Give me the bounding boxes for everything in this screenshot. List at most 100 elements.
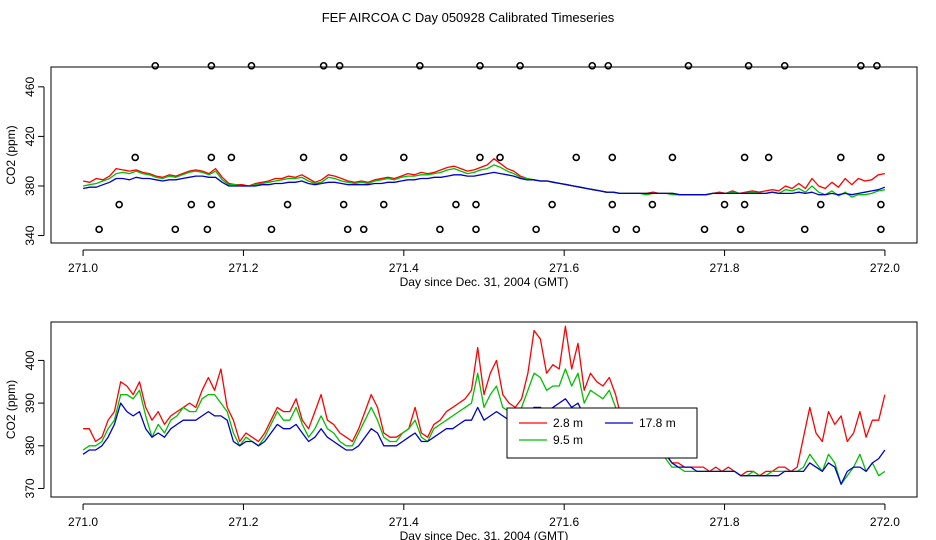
legend: 2.8 m 9.5 m 17.8 m bbox=[506, 407, 698, 459]
flag-point bbox=[187, 200, 196, 209]
flag-point bbox=[472, 200, 480, 209]
flag-point bbox=[151, 61, 160, 70]
series-line-17-8-m bbox=[82, 171, 886, 196]
flag-point bbox=[684, 61, 693, 70]
series-line-2-8-m bbox=[82, 158, 886, 196]
flag-point bbox=[115, 200, 123, 209]
flag-point bbox=[131, 153, 139, 162]
flag-point bbox=[207, 61, 216, 70]
flag-point bbox=[740, 153, 749, 162]
page-title: FEF AIRCOA C Day 050928 Calibrated Times… bbox=[321, 10, 615, 25]
flag-point bbox=[416, 61, 424, 70]
flag-point bbox=[472, 225, 480, 234]
flag-point bbox=[588, 61, 597, 70]
flag-point bbox=[436, 225, 444, 234]
legend-label: 17.8 m bbox=[639, 416, 676, 430]
flag-point bbox=[171, 225, 180, 234]
plot-area bbox=[82, 325, 886, 485]
x-tick-label: 271.8 bbox=[710, 261, 740, 275]
x-tick-label: 271.0 bbox=[68, 515, 98, 529]
flag-point bbox=[359, 225, 368, 234]
x-tick-label: 271.2 bbox=[228, 515, 258, 529]
x-tick-label: 271.0 bbox=[68, 261, 98, 275]
x-tick-label: 271.6 bbox=[549, 515, 579, 529]
flag-point bbox=[816, 200, 825, 209]
y-tick-label: 380 bbox=[23, 435, 37, 455]
flag-point bbox=[877, 225, 885, 234]
flag-point bbox=[608, 153, 617, 162]
flag-point bbox=[800, 225, 809, 234]
x-axis-label: Day since Dec. 31, 2004 (GMT) bbox=[400, 529, 569, 540]
flag-point bbox=[339, 153, 348, 162]
flag-point bbox=[604, 61, 613, 70]
flag-point bbox=[612, 225, 621, 234]
flag-point bbox=[319, 61, 328, 70]
legend-box bbox=[506, 407, 698, 459]
flag-point bbox=[764, 153, 773, 162]
legend-label: 9.5 m bbox=[553, 433, 583, 447]
flag-point bbox=[476, 61, 484, 70]
flag-point bbox=[207, 153, 216, 162]
flag-point bbox=[572, 153, 581, 162]
series-line-17-8-m bbox=[82, 398, 886, 485]
flag-point bbox=[700, 225, 709, 234]
flag-point bbox=[283, 200, 292, 209]
flag-point bbox=[744, 61, 753, 70]
series-line-2-8-m bbox=[83, 325, 886, 477]
legend-label: 2.8 m bbox=[553, 416, 583, 430]
series-line-9-5-m bbox=[82, 164, 886, 198]
flag-point bbox=[873, 61, 881, 70]
x-axis-label: Day since Dec. 31, 2004 (GMT) bbox=[400, 275, 569, 289]
y-axis-label: CO2 (ppm) bbox=[4, 125, 18, 184]
flag-point bbox=[608, 200, 617, 209]
flag-point bbox=[548, 200, 556, 209]
plot-frame bbox=[50, 66, 918, 244]
flag-point bbox=[95, 225, 103, 234]
flag-point bbox=[452, 200, 460, 209]
flag-point bbox=[877, 200, 885, 209]
flag-point bbox=[476, 153, 484, 162]
y-axis-label: CO2 (ppm) bbox=[4, 380, 18, 439]
flag-point bbox=[335, 61, 344, 70]
flag-point bbox=[203, 225, 212, 234]
y-tick-label: 370 bbox=[23, 478, 37, 498]
flag-point bbox=[857, 61, 865, 70]
y-tick-label: 460 bbox=[23, 76, 37, 96]
y-tick-label: 390 bbox=[23, 393, 37, 413]
y-tick-label: 400 bbox=[23, 350, 37, 370]
flag-point bbox=[339, 200, 348, 209]
flag-point bbox=[207, 200, 216, 209]
x-tick-label: 271.4 bbox=[389, 261, 419, 275]
flag-point bbox=[247, 61, 256, 70]
series-line-9-5-m bbox=[82, 368, 886, 485]
flag-point bbox=[648, 200, 657, 209]
flag-point bbox=[736, 225, 745, 234]
flag-point bbox=[632, 225, 641, 234]
flag-point bbox=[720, 200, 729, 209]
flag-point bbox=[343, 225, 352, 234]
flag-point bbox=[400, 153, 408, 162]
flag-point bbox=[877, 153, 885, 162]
y-tick-label: 380 bbox=[23, 176, 37, 196]
flag-point bbox=[532, 225, 540, 234]
x-tick-label: 271.6 bbox=[549, 261, 579, 275]
x-tick-label: 271.4 bbox=[389, 515, 419, 529]
bottom-panel: 271.0 271.2 271.4 271.6 271.8 272.0 Day since … bbox=[4, 321, 918, 540]
plot-frame bbox=[50, 321, 918, 498]
y-tick-label: 340 bbox=[23, 225, 37, 245]
x-tick-label: 272.0 bbox=[870, 261, 900, 275]
top-panel: 271.0 271.2 271.4 271.6 271.8 272.0 Day since … bbox=[4, 61, 918, 289]
flag-point bbox=[668, 153, 677, 162]
flag-point bbox=[780, 61, 789, 70]
flag-point bbox=[267, 225, 276, 234]
flag-point bbox=[379, 200, 388, 209]
x-tick-label: 271.2 bbox=[228, 261, 258, 275]
x-tick-label: 271.8 bbox=[710, 515, 740, 529]
plot-area bbox=[82, 158, 886, 198]
flag-point bbox=[516, 61, 524, 70]
y-tick-label: 420 bbox=[23, 126, 37, 146]
flag-point bbox=[299, 153, 308, 162]
x-tick-label: 272.0 bbox=[870, 515, 900, 529]
flag-point bbox=[227, 153, 236, 162]
